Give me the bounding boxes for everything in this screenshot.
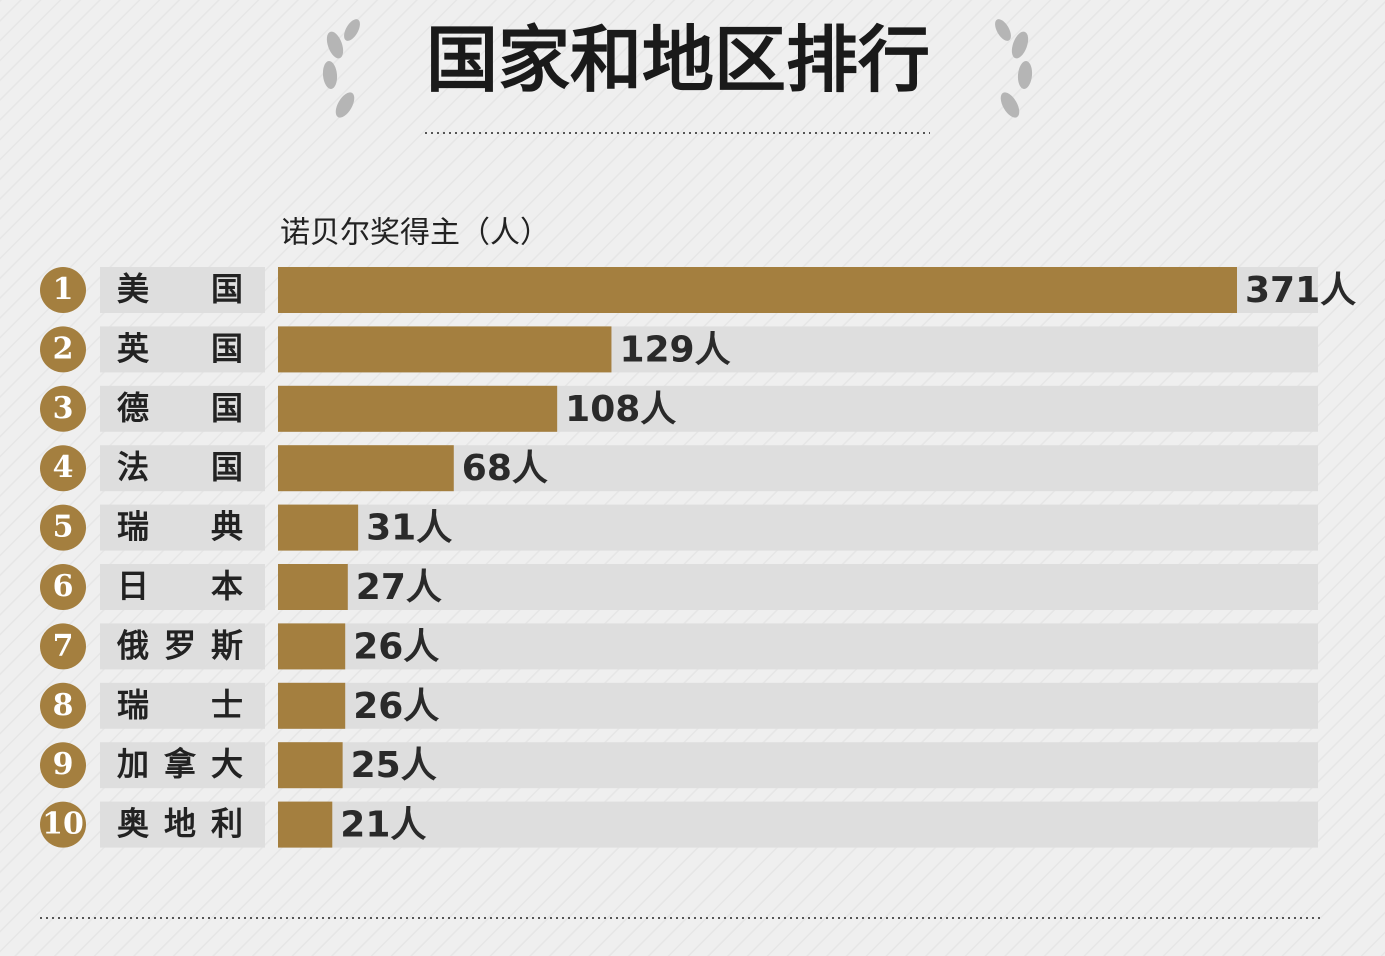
label-cell bbox=[100, 385, 265, 432]
subtitle: 诺贝尔奖得主（人） bbox=[280, 216, 550, 251]
rank-label: 10 bbox=[42, 807, 84, 842]
value-label: 371人 bbox=[1245, 270, 1356, 311]
bar bbox=[278, 267, 1237, 313]
bar bbox=[278, 801, 333, 848]
label-cell bbox=[100, 742, 265, 789]
rank-badge bbox=[40, 623, 86, 670]
value-label: 26人 bbox=[353, 626, 439, 667]
label-cell bbox=[100, 326, 265, 373]
rank-badge bbox=[40, 504, 86, 551]
bar-track bbox=[278, 801, 1318, 848]
bar bbox=[278, 623, 346, 670]
chart-title: 国家和地区排行 bbox=[426, 17, 930, 102]
bar bbox=[278, 742, 343, 789]
rank-badge bbox=[40, 385, 86, 432]
rank-label: 3 bbox=[53, 391, 74, 426]
rank-label: 2 bbox=[53, 331, 74, 366]
rank-label: 8 bbox=[53, 688, 74, 723]
label-cell bbox=[100, 504, 265, 551]
rank-badge bbox=[40, 564, 86, 610]
bar bbox=[278, 504, 359, 551]
label-cell bbox=[100, 445, 265, 492]
rank-label: 1 bbox=[53, 272, 74, 307]
label-cell bbox=[100, 623, 265, 670]
value-label: 31人 bbox=[366, 508, 452, 549]
value-label: 108人 bbox=[565, 389, 676, 430]
laurel-right bbox=[995, 19, 1033, 118]
category-label: 奥地利 bbox=[117, 805, 243, 843]
bar bbox=[278, 564, 348, 610]
laurel-left bbox=[322, 19, 360, 118]
value-label: 25人 bbox=[351, 745, 437, 786]
rank-label: 9 bbox=[53, 747, 74, 782]
rank-label: 4 bbox=[53, 450, 74, 485]
rank-badge bbox=[40, 445, 86, 492]
rank-badge bbox=[40, 801, 86, 848]
rank-badge bbox=[40, 682, 86, 729]
rank-label: 7 bbox=[53, 628, 74, 663]
category-label: 俄罗斯 bbox=[116, 626, 243, 664]
category-label: 加拿大 bbox=[117, 745, 243, 783]
bar bbox=[278, 445, 454, 492]
value-label: 26人 bbox=[353, 686, 439, 727]
bar-track bbox=[278, 682, 1318, 729]
value-label: 68人 bbox=[462, 448, 548, 489]
rank-label: 5 bbox=[53, 510, 74, 545]
value-label: 129人 bbox=[619, 329, 730, 370]
label-cell bbox=[100, 801, 265, 848]
rank-badge bbox=[40, 742, 86, 789]
value-label: 27人 bbox=[356, 567, 442, 608]
label-cell bbox=[100, 564, 265, 610]
label-cell bbox=[100, 267, 265, 313]
bar-track bbox=[278, 564, 1318, 610]
value-label: 21人 bbox=[340, 805, 426, 846]
bar bbox=[278, 326, 612, 373]
rank-badge bbox=[40, 267, 86, 313]
label-cell bbox=[100, 682, 265, 729]
bar-track bbox=[278, 742, 1318, 789]
bar-track bbox=[278, 623, 1318, 670]
bar bbox=[278, 682, 346, 729]
bar-track bbox=[278, 504, 1318, 551]
bar bbox=[278, 385, 558, 432]
rank-badge bbox=[40, 326, 86, 373]
rank-label: 6 bbox=[53, 569, 74, 604]
